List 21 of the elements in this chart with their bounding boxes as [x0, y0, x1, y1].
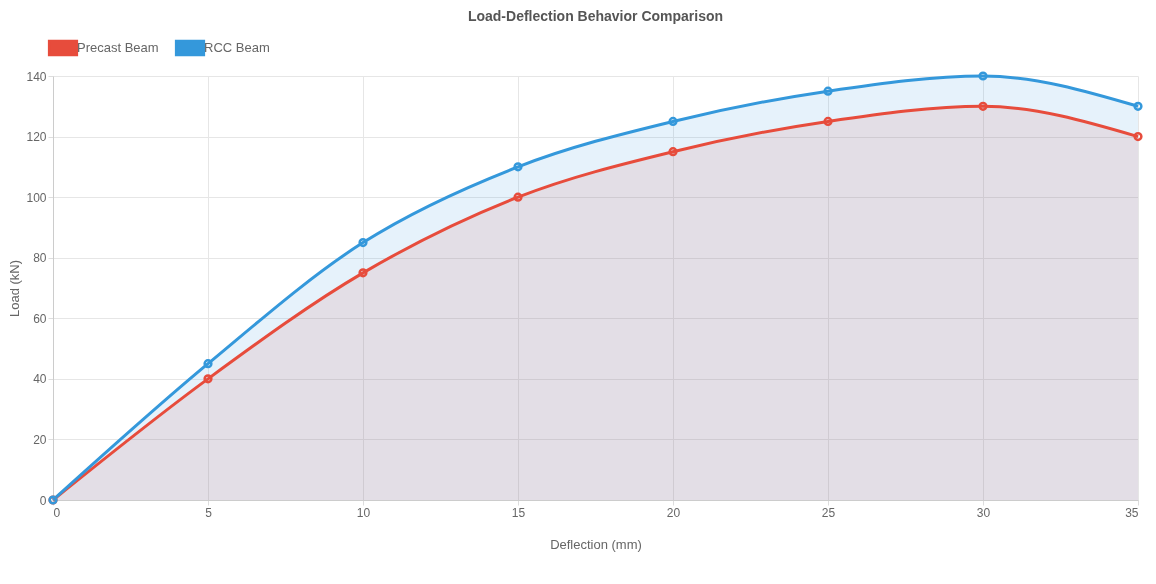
- x-tick-label: 30: [976, 505, 991, 520]
- y-tick-label: 0: [39, 493, 47, 508]
- legend-label: Precast Beam: [77, 40, 159, 56]
- y-tick-label: 100: [26, 190, 47, 205]
- y-axis-title: Load (kN): [7, 259, 23, 318]
- y-tick-label: 20: [33, 432, 47, 447]
- y-tick-label: 40: [33, 372, 47, 387]
- x-tick-label: 15: [511, 505, 526, 520]
- x-tick-label: 10: [356, 505, 371, 520]
- x-tick-label: 35: [1125, 505, 1139, 520]
- y-tick-label: 120: [26, 130, 47, 145]
- x-tick-label: 20: [666, 505, 681, 520]
- x-tick-label: 0: [53, 505, 61, 520]
- x-axis-title: Deflection (mm): [550, 536, 642, 552]
- y-tick-label: 140: [26, 69, 47, 84]
- y-tick-label: 80: [33, 251, 47, 266]
- y-tick-label: 60: [33, 311, 47, 326]
- x-tick-label: 5: [205, 505, 213, 520]
- chart-title: Load-Deflection Behavior Comparison: [467, 8, 724, 24]
- x-tick-label: 25: [821, 505, 836, 520]
- legend-label: RCC Beam: [204, 40, 270, 56]
